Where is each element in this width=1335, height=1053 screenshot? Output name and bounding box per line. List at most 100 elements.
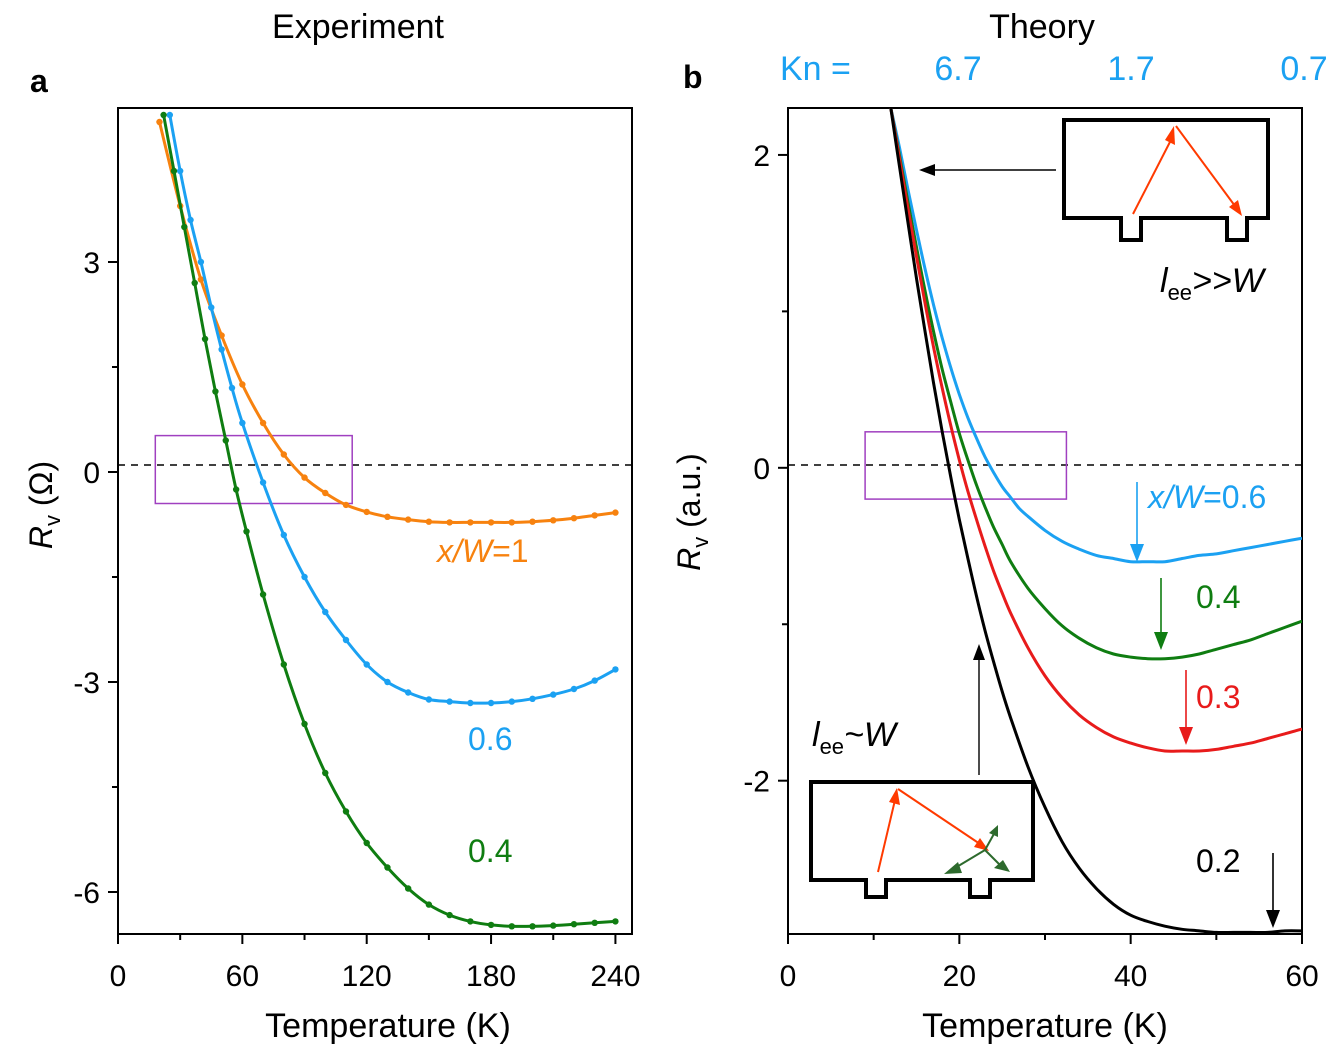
panel-b-ytick-label-2: -2 [743, 766, 770, 799]
panel-a-series-0-point-9 [342, 501, 350, 509]
panel-a-ytick-label-1: 0 [83, 457, 100, 490]
panel-b-label-x-over-w-lead: x/W [1146, 479, 1206, 515]
panel-a-series-2-point-13 [342, 808, 350, 815]
arrow-0-4-marker [1154, 578, 1168, 650]
panel-b-series-line-3 [889, 108, 1302, 934]
panel-a-series-0-point-15 [467, 519, 474, 526]
panel-a-series-1-point-12 [342, 636, 350, 644]
panel-a-series-0-point-13 [425, 518, 433, 525]
panel-a-series-2-point-7 [232, 486, 240, 493]
panel-a-series-0-point-7 [301, 474, 308, 481]
panel-a-series-1-point-22 [550, 691, 557, 698]
panel-b-ylabel-sub: v [688, 537, 713, 548]
panel-b-highlight-box [864, 431, 1068, 500]
panel-b-ylabel: Rv (a.u.) [671, 453, 713, 571]
panel-b-ytick-label-0: 2 [753, 140, 770, 173]
panel-b-label: b [683, 59, 703, 95]
panel-a-series-0-point-6 [280, 451, 288, 458]
inset-hydrodynamic-scatter [944, 825, 1010, 874]
panel-a-series-2-point-1 [170, 167, 178, 175]
kn-tick-6-7: 6.7 [934, 50, 981, 88]
panel-a-series-1-point-20 [508, 698, 515, 705]
panel-a-series-0-point-19 [550, 517, 557, 524]
panel-a-xtick-label-2: 120 [342, 960, 392, 993]
panel-b-label-x-over-w-tail: =0.6 [1203, 479, 1266, 515]
panel-b-label-0-2: 0.2 [1196, 843, 1240, 879]
kn-tick-0-7: 0.7 [1280, 50, 1327, 88]
panel-a-series-1-point-23 [570, 685, 578, 693]
panel-a-series-2-point-22 [529, 923, 536, 930]
panel-a-series-1-point-10 [301, 573, 308, 581]
panel-a-series-1-point-14 [384, 678, 391, 686]
panel-b-label-x-over-w-0-6: x/W=0.6 [1146, 479, 1266, 515]
panel-a-ylabel: Rv (Ω) [23, 461, 65, 549]
panel-b-xtick-label-2: 40 [1114, 960, 1147, 993]
panel-a-series-1-point-17 [446, 698, 453, 705]
panel-a-series-2-point-4 [201, 335, 209, 343]
panel-a-ylabel-unit: (Ω) [23, 461, 59, 515]
panel-a-series-2-point-21 [508, 923, 515, 930]
panel-a-ytick-label-0: 3 [83, 247, 100, 280]
panel-b-series-group [889, 108, 1302, 934]
panel-b-label-0-3: 0.3 [1196, 679, 1240, 715]
panel-b-series-line-1 [889, 108, 1302, 661]
panel-a-label-x-over-w-tail: =1 [492, 533, 528, 569]
inset-ballistic-label-sub: ee [1168, 280, 1192, 305]
panel-a-series-0-point-16 [487, 519, 495, 526]
panel-a-series-1-point-24 [591, 677, 598, 684]
panel-b-xtick-label-3: 60 [1285, 960, 1318, 993]
panel-a-series-1-point-25 [612, 666, 619, 673]
arrow-0-6-marker [1130, 482, 1144, 562]
panel-a-series-1-point-19 [487, 699, 495, 707]
panel-a-highlight-box [154, 434, 353, 505]
panel-a-series-1-point-0 [166, 111, 174, 119]
panel-b-ylabel-unit: (a.u.) [671, 453, 707, 537]
panel-a-series-0-point-20 [570, 515, 578, 522]
panel-b-xtick-label-1: 20 [943, 960, 976, 993]
panel-a-ylabel-main: R [23, 526, 59, 549]
inset-hydrodynamic-label-main: l [812, 716, 821, 754]
panel-a-series-0-point-0 [156, 118, 163, 126]
panel-a-series-2-point-12 [322, 769, 329, 777]
arrow-0-3-marker [1179, 670, 1193, 745]
panel-a-xtick-label-4: 240 [590, 960, 640, 993]
panel-a-series-2-point-5 [212, 388, 219, 395]
inset-ballistic-label-main: l [1160, 262, 1169, 300]
panel-a-series-0-point-22 [612, 509, 619, 516]
panel-a-series-1-point-16 [425, 696, 433, 703]
panel-a-series-1-point-8 [259, 479, 267, 486]
panel-a-xtick-label-1: 60 [226, 960, 259, 993]
panel-a-frame [117, 107, 633, 935]
panel-a-series-0-point-21 [591, 512, 598, 519]
panel-a-series-1-point-18 [467, 699, 474, 707]
panel-a-series-1-point-7 [239, 419, 246, 427]
panel-a-series-2-point-14 [363, 839, 370, 847]
panel-a-series-1-point-6 [228, 384, 236, 392]
panel-a-xtick-label-0: 0 [110, 960, 127, 993]
inset-ballistic-label-tail: >>W [1192, 262, 1267, 300]
kn-tick-1-7: 1.7 [1107, 50, 1154, 88]
panel-b-xtick-label-0: 0 [780, 960, 797, 993]
panel-a-series-2-point-2 [181, 223, 188, 231]
inset-ballistic-label: lee>>W [1160, 262, 1267, 305]
panel-a-series-0-point-5 [259, 419, 267, 427]
panel-a-series-2-point-15 [384, 864, 391, 871]
panel-a-series-2-point-9 [259, 591, 267, 598]
panel-a-series-1-point-11 [322, 608, 329, 616]
kn-axis-prefix: Kn = [780, 50, 851, 88]
panel-a-series-0-point-4 [239, 381, 246, 388]
panel-a-series-2-point-0 [160, 111, 167, 119]
panel-a-series-2-point-26 [612, 918, 619, 925]
panel-a-label-x-over-w-1: x/W=1 [435, 533, 529, 569]
panel-a-chart: 0 60 120 180 240 3 0 -3 -6 x/W=1 0.6 0.4 Tempera… [23, 107, 640, 1045]
panel-a-label-x-over-w-lead: x/W [435, 533, 495, 569]
panel-a-series-1-point-21 [529, 695, 536, 702]
panel-a-series-2-point-20 [487, 921, 495, 929]
inset-hydrodynamic-label: lee~W [812, 716, 899, 759]
inset-hydrodynamic-channel [809, 780, 1035, 899]
panel-b-ylabel-main: R [671, 548, 707, 571]
panel-a-series-1-point-13 [363, 661, 370, 668]
